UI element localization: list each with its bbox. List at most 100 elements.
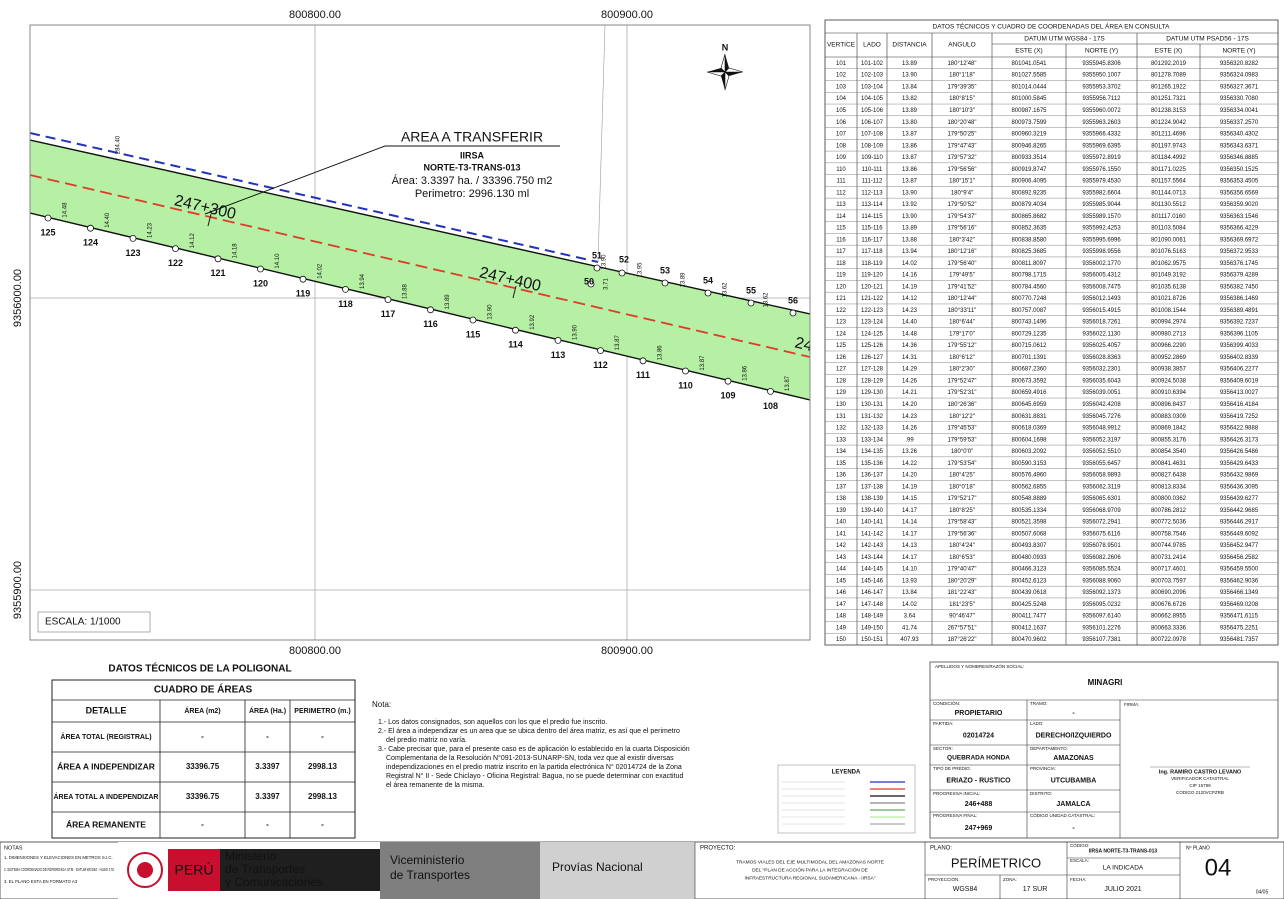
projection-value: WGS84 bbox=[953, 886, 978, 893]
areas-header: PERIMETRO (m.) bbox=[294, 708, 350, 715]
table-cell: 9356101.2276 bbox=[1082, 625, 1121, 631]
table-cell: 13.90 bbox=[902, 73, 918, 79]
table-cell: 9356320.8282 bbox=[1220, 61, 1259, 67]
table-cell: 129-130 bbox=[861, 390, 884, 396]
table-cell: 104-105 bbox=[861, 96, 884, 102]
table-cell: 800507.6068 bbox=[1011, 531, 1047, 537]
owner-field-label: DEPARTAMENTO: bbox=[1030, 746, 1068, 751]
vice-text: de Transportes bbox=[390, 868, 470, 882]
table-cell: 9356092.1373 bbox=[1082, 590, 1121, 596]
table-cell: 179°58'43" bbox=[947, 520, 976, 526]
table-cell: 179°17'0" bbox=[949, 331, 975, 337]
table-cell: 134 bbox=[836, 449, 847, 455]
table-cell: 118 bbox=[836, 261, 846, 267]
table-cell: 801041.0541 bbox=[1011, 61, 1047, 67]
note-line: 1.- Los datos consignados, son aquellos … bbox=[378, 719, 607, 726]
peru-box bbox=[168, 849, 220, 891]
table-cell: 116-117 bbox=[861, 237, 883, 243]
table-cell: 131 bbox=[836, 414, 847, 420]
provias-box bbox=[540, 842, 695, 899]
table-cell: 106 bbox=[836, 120, 847, 126]
area-line: NORTE-T3-TRANS-013 bbox=[423, 162, 520, 172]
vertex-label: 113 bbox=[551, 350, 566, 360]
table-cell: 187°26'22" bbox=[947, 637, 976, 643]
owner-field-value: PROPIETARIO bbox=[955, 710, 1003, 717]
area-line: Área: 3.3397 ha. / 33396.750 m2 bbox=[392, 174, 553, 187]
table-cell: 180°6'44" bbox=[949, 320, 975, 326]
vertex bbox=[593, 264, 601, 272]
owner-field-label: TIPO DE PREDIO: bbox=[933, 766, 971, 771]
table-cell: 9355966.4332 bbox=[1082, 132, 1121, 138]
table-header: NORTE (Y) bbox=[1222, 48, 1255, 55]
table-cell: 9356058.9893 bbox=[1082, 473, 1121, 479]
note-line: del predio matriz no varía. bbox=[386, 737, 467, 744]
table-cell: 801103.5084 bbox=[1151, 226, 1186, 232]
table-cell: 800659.4916 bbox=[1011, 390, 1047, 396]
table-cell: 14.17 bbox=[902, 508, 918, 514]
note-line: 2.- El área a independizar es un area qu… bbox=[378, 728, 680, 735]
table-cell: 9356471.6115 bbox=[1220, 614, 1259, 620]
table-cell: 148-149 bbox=[861, 614, 884, 620]
table-cell: 144 bbox=[836, 567, 847, 573]
vice-text: Viceministerio bbox=[390, 853, 465, 867]
table-cell: 9356018.7261 bbox=[1082, 320, 1121, 326]
table-cell: 800855.3176 bbox=[1151, 437, 1187, 443]
table-cell: 180°12'44" bbox=[947, 296, 976, 302]
distance-label: 3.71 bbox=[604, 278, 610, 290]
table-cell: 139 bbox=[836, 508, 847, 514]
table-cell: 9356068.9709 bbox=[1082, 508, 1121, 514]
vertex bbox=[44, 214, 52, 222]
signature-line: CIP 15799 bbox=[1189, 783, 1211, 788]
distance-label: 14.48 bbox=[63, 202, 69, 218]
table-cell: 800896.8437 bbox=[1151, 402, 1187, 408]
table-cell: 147 bbox=[836, 602, 847, 608]
table-cell: 132 bbox=[836, 426, 847, 432]
table-cell: 800879.4034 bbox=[1011, 202, 1047, 208]
table-cell: 9356379.4289 bbox=[1220, 273, 1259, 279]
table-cell: 9356442.9685 bbox=[1220, 508, 1259, 514]
table-cell: 9356045.7276 bbox=[1082, 414, 1121, 420]
areas-cell: 3.3397 bbox=[255, 792, 280, 801]
table-cell: 9356039.0051 bbox=[1082, 390, 1121, 396]
table-cell: 800854.3540 bbox=[1151, 449, 1187, 455]
vertex-label: 118 bbox=[338, 299, 353, 309]
vertex-label: 119 bbox=[296, 289, 311, 299]
table-cell: 801197.9743 bbox=[1151, 143, 1186, 149]
table-cell: 800883.0309 bbox=[1151, 414, 1187, 420]
table-cell: 9356085.5524 bbox=[1082, 567, 1121, 573]
areas-cell: - bbox=[321, 732, 324, 741]
table-cell: 132-133 bbox=[861, 426, 884, 432]
table-cell: 9356324.0983 bbox=[1220, 73, 1259, 79]
table-cell: 179°40'47" bbox=[947, 567, 976, 573]
note-line: 3.- Cabe precisar que, para el presente … bbox=[378, 746, 690, 753]
projection-label: PROYECCIÓN: bbox=[928, 876, 960, 882]
ministry-box bbox=[220, 849, 380, 891]
table-cell: 800980.2713 bbox=[1151, 331, 1187, 337]
table-cell: 9356452.9477 bbox=[1220, 543, 1259, 549]
zone-value: 17 SUR bbox=[1023, 886, 1048, 893]
table-cell: 9356376.1745 bbox=[1220, 261, 1259, 267]
table-cell: 801292.2019 bbox=[1151, 61, 1187, 67]
table-header: DISTANCIA bbox=[892, 42, 927, 49]
table-cell: 800910.6394 bbox=[1151, 390, 1187, 396]
table-cell: 9356052.5510 bbox=[1082, 449, 1121, 455]
table-cell: 9356022.1130 bbox=[1083, 331, 1122, 337]
owner-field-label: PROGRESIVA FINAL: bbox=[933, 813, 977, 818]
table-cell: 13.80 bbox=[902, 120, 918, 126]
table-cell: 9356065.6301 bbox=[1082, 496, 1121, 502]
table-cell: 109-110 bbox=[861, 155, 883, 161]
table-cell: 9356426.5486 bbox=[1220, 449, 1259, 455]
table-cell: 126 bbox=[836, 355, 847, 361]
table-cell: 179°56'40" bbox=[947, 261, 976, 267]
distance-label: 14.12 bbox=[190, 233, 196, 249]
owner-field-value: AMAZONAS bbox=[1053, 755, 1094, 762]
emblem-core bbox=[137, 862, 153, 878]
table-cell: 800662.8955 bbox=[1151, 614, 1187, 620]
table-cell: 9356439.6277 bbox=[1220, 496, 1259, 502]
table-cell: 14.19 bbox=[902, 484, 918, 490]
table-cell: 9356406.2277 bbox=[1220, 367, 1259, 373]
table-cell: 180°20'29" bbox=[947, 578, 976, 584]
vertex-label: 121 bbox=[210, 268, 225, 278]
table-cell: 800952.2869 bbox=[1151, 355, 1187, 361]
table-cell: 142-143 bbox=[861, 543, 884, 549]
